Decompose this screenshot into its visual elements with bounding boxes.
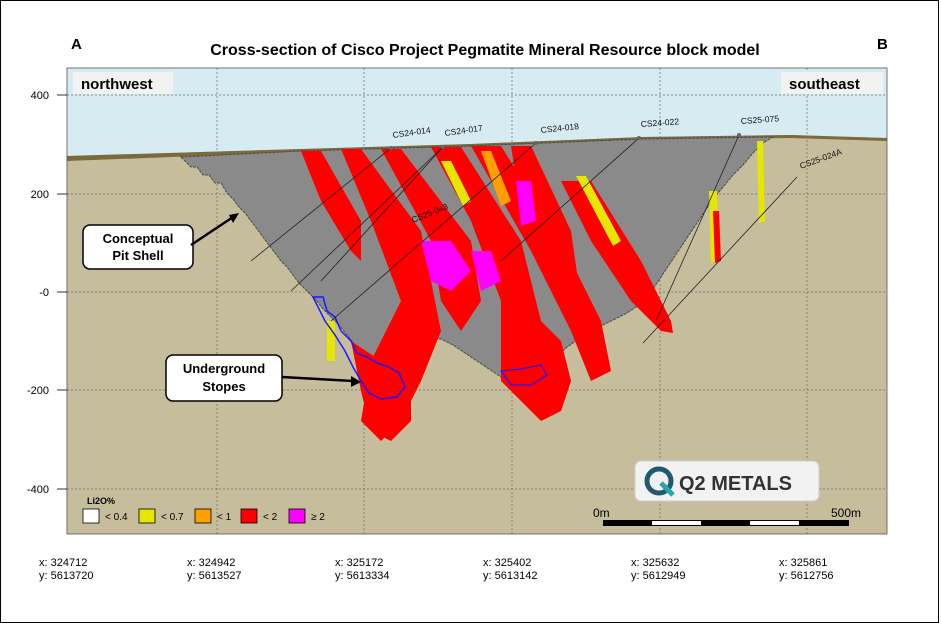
- scale-bar-start: 0m: [593, 506, 610, 520]
- y-tick-label: -0: [39, 287, 49, 299]
- easting: x: 325632: [631, 557, 680, 569]
- callout-stopes-line2: Stopes: [202, 379, 245, 394]
- section-end-b: B: [877, 36, 888, 53]
- q2-metals-logo: Q2 METALS: [634, 460, 820, 502]
- drillhole-label-cs24-022: CS24-022: [640, 116, 679, 129]
- coordinate-label: x: 325402 y: 5613142: [483, 557, 537, 583]
- easting: x: 324942: [187, 557, 236, 569]
- callout-stopes-line1: Underground: [183, 361, 265, 376]
- scale-bar-end: 500m: [831, 506, 861, 520]
- legend-swatch: [138, 508, 156, 524]
- y-tick-label: 200: [31, 189, 49, 201]
- coordinate-label: x: 325172 y: 5613334: [335, 557, 389, 583]
- logo-text: Q2 METALS: [679, 473, 792, 495]
- legend-swatch: [82, 508, 100, 524]
- y-tick-label: 400: [31, 90, 49, 102]
- legend-swatch: [240, 508, 258, 524]
- northing: y: 5613142: [483, 570, 538, 582]
- drillhole-label-cs25-075: CS25-075: [740, 113, 779, 126]
- legend-swatch: [194, 508, 212, 524]
- legend: Li2O% < 0.4 < 0.7 < 1 < 2 ≥ 2: [82, 496, 325, 524]
- northwest-label-box: [73, 72, 173, 94]
- y-tick-label: -400: [27, 484, 49, 496]
- drillhole-label-cs24-018: CS24-018: [540, 121, 579, 135]
- underground-stopes-outline: [311, 296, 406, 400]
- underground-stopes-outline-2: [499, 364, 548, 386]
- collar-markers: [389, 133, 741, 150]
- legend-label: < 1: [217, 512, 232, 523]
- callout-pit-shell-line2: Pit Shell: [112, 248, 163, 263]
- figure-title: Cross-section of Cisco Project Pegmatite…: [210, 42, 759, 59]
- legend-swatch: [288, 508, 306, 524]
- y-tick-label: -200: [27, 385, 49, 397]
- southeast-label: southeast: [789, 76, 860, 93]
- section-end-a: A: [71, 36, 82, 53]
- easting: x: 325172: [335, 557, 384, 569]
- coordinate-label: x: 324712 y: 5613720: [39, 557, 93, 583]
- northwest-label: northwest: [81, 76, 153, 93]
- scale-bar: 0m 500m: [593, 506, 861, 526]
- legend-label: < 0.4: [105, 512, 128, 523]
- northing: y: 5612756: [779, 570, 834, 582]
- easting: x: 324712: [39, 557, 88, 569]
- legend-title: Li2O%: [87, 496, 115, 506]
- y-axis-ticks: [57, 94, 67, 490]
- callout-pit-shell-line1: Conceptual: [103, 231, 174, 246]
- overburden-layer: [67, 135, 887, 161]
- y-axis: 400 200 -0 -200 -400: [27, 90, 49, 496]
- coordinate-label: x: 325632 y: 5612949: [631, 557, 685, 583]
- callout-pit-shell: Conceptual Pit Shell: [82, 213, 239, 270]
- northing: y: 5613527: [187, 570, 242, 582]
- logo-ring-icon: [644, 466, 674, 496]
- easting: x: 325402: [483, 557, 532, 569]
- northing: y: 5612949: [631, 570, 686, 582]
- legend-label: ≥ 2: [311, 512, 325, 523]
- northing: y: 5613720: [39, 570, 94, 582]
- plot-border: [66, 67, 888, 535]
- southeast-label-box: [781, 72, 883, 94]
- callout-stopes: Underground Stopes: [165, 354, 361, 402]
- legend-label: < 2: [263, 512, 278, 523]
- drill-traces: [250, 134, 798, 344]
- easting: x: 325861: [779, 557, 828, 569]
- legend-label: < 0.7: [161, 512, 184, 523]
- northing: y: 5613334: [335, 570, 390, 582]
- logo-tail-icon: [659, 481, 675, 497]
- ore-bodies: [301, 141, 765, 441]
- coordinate-label: x: 325861 y: 5612756: [779, 557, 833, 583]
- coordinate-label: x: 324942 y: 5613527: [187, 557, 241, 583]
